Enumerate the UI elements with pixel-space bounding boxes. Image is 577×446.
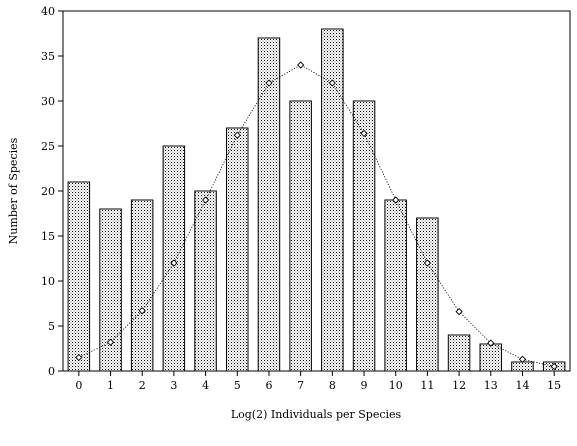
x-tick-label: 2 [139,379,146,392]
x-tick-label: 9 [361,379,368,392]
y-tick-label: 5 [48,320,55,333]
x-tick-label: 4 [202,379,209,392]
x-axis: 0 1 2 3 4 5 6 7 8 9 10 11 12 13 14 15 [75,371,561,392]
fit-point-14 [518,355,527,363]
fit-point-3 [170,259,178,267]
bar-3 [162,145,186,372]
fit-curve [78,64,555,367]
fit-point-7 [297,61,305,69]
y-tick-label: 0 [48,365,55,378]
bar-group [67,28,566,372]
y-tick-label: 20 [41,185,55,198]
y-tick-label: 35 [41,50,55,63]
bar-1 [99,208,122,372]
fit-point-0 [75,353,83,362]
y-tick-label: 40 [41,5,55,18]
x-tick-label: 8 [329,379,336,392]
bar-0 [67,181,91,372]
fit-line-group [75,61,558,371]
fit-point-15 [550,362,558,371]
y-axis: 0 5 10 15 20 25 30 35 40 [41,5,63,378]
x-tick-label: 1 [107,379,114,392]
fit-point-2 [138,307,146,315]
bar-14 [511,361,534,372]
fit-point-6 [265,79,273,87]
fit-point-10 [392,196,400,204]
x-axis-label: Log(2) Individuals per Species [231,408,402,421]
y-tick-label: 10 [41,275,55,288]
x-tick-label: 11 [420,379,434,392]
fit-point-12 [455,307,463,316]
bar-5 [226,127,249,372]
bar-11 [416,217,439,372]
fit-point-13 [487,339,495,347]
x-tick-label: 3 [170,379,177,392]
bar-6 [257,37,281,372]
bar-13 [479,343,502,372]
bar-10 [384,199,407,372]
x-tick-label: 15 [547,379,561,392]
bar-4 [194,190,217,372]
y-tick-label: 25 [41,140,55,153]
bar-12 [447,334,471,372]
x-tick-label: 6 [265,379,272,392]
x-tick-label: 14 [515,379,529,392]
fit-point-8 [328,79,336,87]
fit-point-11 [423,259,432,267]
fit-point-5 [233,131,241,139]
x-tick-label: 13 [484,379,498,392]
x-tick-label: 5 [234,379,241,392]
x-tick-label: 0 [75,379,82,392]
fit-point-9 [360,129,368,138]
x-tick-label: 7 [297,379,304,392]
bar-7 [289,100,312,372]
x-tick-label: 10 [389,379,403,392]
y-tick-label: 15 [41,230,55,243]
fit-point-4 [201,196,210,204]
x-tick-label: 12 [452,379,466,392]
bar-9 [352,100,376,372]
y-tick-label: 30 [41,95,55,108]
y-axis-label: Number of Species [7,137,20,244]
bar-2 [130,199,154,372]
fit-point-1 [106,338,115,346]
